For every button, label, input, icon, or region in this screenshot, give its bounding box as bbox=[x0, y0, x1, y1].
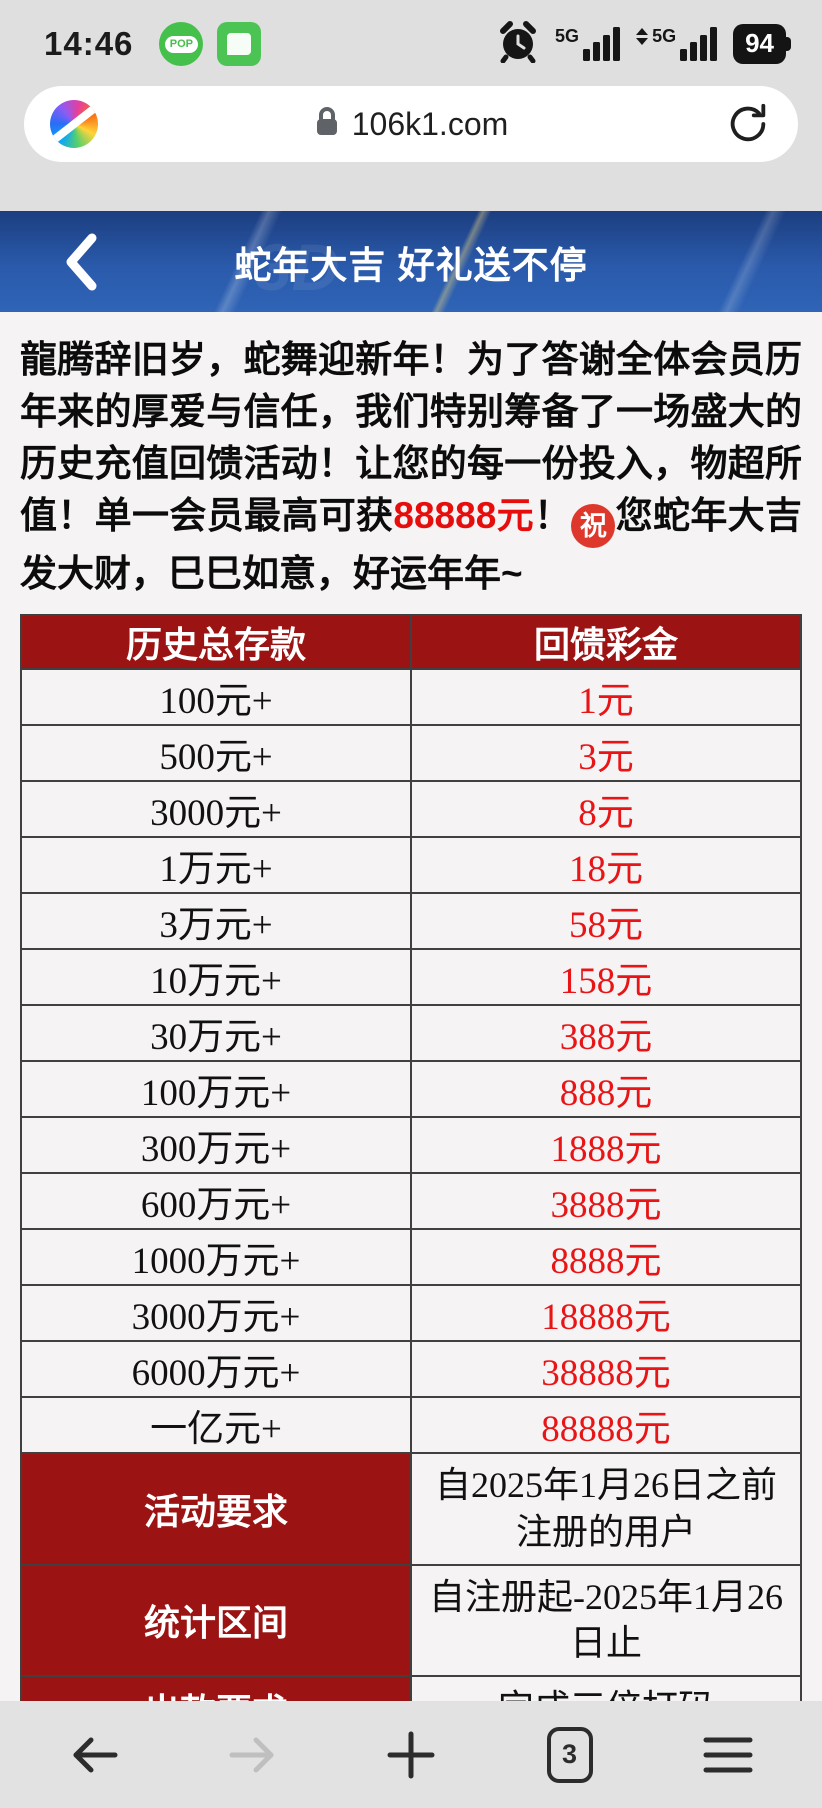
intro-text-1: 龍腾辞旧岁，蛇舞迎新年！为了答谢全体会员历年来的厚爱与信任，我们特别筹备了一场盛… bbox=[20, 339, 802, 536]
deposit-tier-cell: 100元+ bbox=[20, 668, 412, 726]
table-row: 600万元+ 3888元 bbox=[20, 1172, 802, 1230]
deposit-tier-cell: 300万元+ bbox=[20, 1116, 412, 1174]
bonus-value-cell: 158元 bbox=[410, 948, 802, 1006]
bonus-value-cell: 3888元 bbox=[410, 1172, 802, 1230]
bonus-value-cell: 1元 bbox=[410, 668, 802, 726]
bonus-value-cell: 18元 bbox=[410, 836, 802, 894]
bonus-value-cell: 388元 bbox=[410, 1004, 802, 1062]
deposit-tier-cell: 30万元+ bbox=[20, 1004, 412, 1062]
nav-menu-button[interactable] bbox=[696, 1723, 760, 1787]
bonus-value-cell: 3元 bbox=[410, 724, 802, 782]
deposit-tier-cell: 600万元+ bbox=[20, 1172, 412, 1230]
deposit-tier-cell: 100万元+ bbox=[20, 1060, 412, 1118]
table-row: 6000万元+ 38888元 bbox=[20, 1340, 802, 1398]
bonus-value-cell: 38888元 bbox=[410, 1340, 802, 1398]
table-row: 500元+ 3元 bbox=[20, 724, 802, 782]
lock-icon bbox=[314, 106, 340, 143]
info-label-cell: 活动要求 bbox=[20, 1452, 412, 1566]
browser-chrome: 14:46 POP 5G bbox=[0, 0, 822, 211]
status-time: 14:46 bbox=[44, 25, 134, 62]
nav-tabs-button[interactable]: 3 bbox=[538, 1723, 602, 1787]
data-updown-arrows-icon bbox=[636, 28, 649, 45]
bonus-value-cell: 1888元 bbox=[410, 1116, 802, 1174]
page-title: 蛇年大吉 好礼送不停 bbox=[234, 244, 588, 286]
deposit-tier-cell: 1万元+ bbox=[20, 836, 412, 894]
table-row: 300万元+ 1888元 bbox=[20, 1116, 802, 1174]
table-info-row: 活动要求 自2025年1月26日之前注册的用户 bbox=[20, 1452, 802, 1566]
nav-forward-button[interactable] bbox=[221, 1723, 285, 1787]
table-row: 3000万元+ 18888元 bbox=[20, 1284, 802, 1342]
battery-indicator: 94 bbox=[733, 24, 786, 64]
deposit-tier-cell: 500元+ bbox=[20, 724, 412, 782]
deposit-tier-cell: 3000万元+ bbox=[20, 1284, 412, 1342]
table-row: 10万元+ 158元 bbox=[20, 948, 802, 1006]
intro-exclaim: ！ bbox=[533, 495, 572, 536]
deposit-tier-cell: 1000万元+ bbox=[20, 1228, 412, 1286]
bonus-value-cell: 8888元 bbox=[410, 1228, 802, 1286]
bonus-value-cell: 18888元 bbox=[410, 1284, 802, 1342]
bonus-value-cell: 888元 bbox=[410, 1060, 802, 1118]
network2-label: 5G bbox=[652, 26, 677, 46]
table-row: 一亿元+ 88888元 bbox=[20, 1396, 802, 1454]
reload-button[interactable] bbox=[724, 100, 772, 148]
deposit-table-body: 100元+ 1元 500元+ 3元 3000元+ 8元 1万元+ 18元 3万元+ 58元 10万元… bbox=[20, 668, 802, 1807]
messages-icon bbox=[217, 22, 262, 66]
url-text: 106k1.com bbox=[351, 105, 509, 142]
deposit-tier-cell: 6000万元+ bbox=[20, 1340, 412, 1398]
table-row: 1万元+ 18元 bbox=[20, 836, 802, 894]
deposit-tier-cell: 10万元+ bbox=[20, 948, 412, 1006]
chat-bubble-glyph bbox=[227, 33, 252, 55]
promo-intro-paragraph: 龍腾辞旧岁，蛇舞迎新年！为了答谢全体会员历年来的厚爱与信任，我们特别筹备了一场盛… bbox=[20, 334, 802, 600]
bonus-value-cell: 8元 bbox=[410, 780, 802, 838]
table-row: 1000万元+ 8888元 bbox=[20, 1228, 802, 1286]
bonus-value-cell: 58元 bbox=[410, 892, 802, 950]
intro-highlight-amount: 88888元 bbox=[393, 495, 534, 536]
table-row: 30万元+ 388元 bbox=[20, 1004, 802, 1062]
intro-text-2: 您蛇年大吉发大财，巳巳如意，好运年年~ bbox=[20, 495, 803, 594]
deposit-tier-cell: 3000元+ bbox=[20, 780, 412, 838]
column-header-bonus: 回馈彩金 bbox=[410, 614, 802, 670]
copilot-icon[interactable] bbox=[50, 100, 98, 148]
signal-5g-secondary-icon: 5G bbox=[636, 26, 718, 61]
info-value-cell: 自注册起-2025年1月26日止 bbox=[410, 1563, 802, 1678]
bonus-value-cell: 88888元 bbox=[410, 1396, 802, 1454]
table-row: 100元+ 1元 bbox=[20, 668, 802, 726]
deposit-rebate-table: 历史总存款 回馈彩金 100元+ 1元 500元+ 3元 3000元+ 8元 1万元+ 18元… bbox=[20, 614, 802, 1807]
browser-bottom-nav: 3 bbox=[0, 1701, 822, 1808]
table-row: 3000元+ 8元 bbox=[20, 780, 802, 838]
page-content: 龍腾辞旧岁，蛇舞迎新年！为了答谢全体会员历年来的厚爱与信任，我们特别筹备了一场盛… bbox=[0, 334, 822, 1808]
zhu-blessing-emoji: 祝 bbox=[571, 504, 616, 548]
deposit-tier-cell: 一亿元+ bbox=[20, 1396, 412, 1454]
address-bar[interactable]: 106k1.com bbox=[24, 86, 798, 162]
deposit-tier-cell: 3万元+ bbox=[20, 892, 412, 950]
alarm-icon bbox=[497, 20, 539, 68]
info-value-cell: 自2025年1月26日之前注册的用户 bbox=[410, 1452, 802, 1566]
pop-notification-icon: POP bbox=[159, 22, 204, 66]
nav-new-tab-button[interactable] bbox=[379, 1723, 443, 1787]
signal-5g-primary-icon: 5G bbox=[555, 26, 621, 61]
table-row: 100万元+ 888元 bbox=[20, 1060, 802, 1118]
back-chevron-button[interactable] bbox=[58, 231, 104, 293]
tab-count-badge: 3 bbox=[546, 1726, 593, 1783]
status-bar: 14:46 POP 5G bbox=[0, 0, 822, 72]
nav-back-button[interactable] bbox=[62, 1723, 126, 1787]
column-header-deposit: 历史总存款 bbox=[20, 614, 412, 670]
url-field[interactable]: 106k1.com bbox=[98, 106, 724, 143]
info-label-cell: 统计区间 bbox=[20, 1563, 412, 1678]
network1-label: 5G bbox=[555, 26, 580, 46]
table-info-row: 统计区间 自注册起-2025年1月26日止 bbox=[20, 1563, 802, 1678]
table-row: 3万元+ 58元 bbox=[20, 892, 802, 950]
pop-badge-label: POP bbox=[164, 35, 199, 53]
promo-banner-header: 3D 蛇年大吉 好礼送不停 bbox=[0, 211, 822, 312]
